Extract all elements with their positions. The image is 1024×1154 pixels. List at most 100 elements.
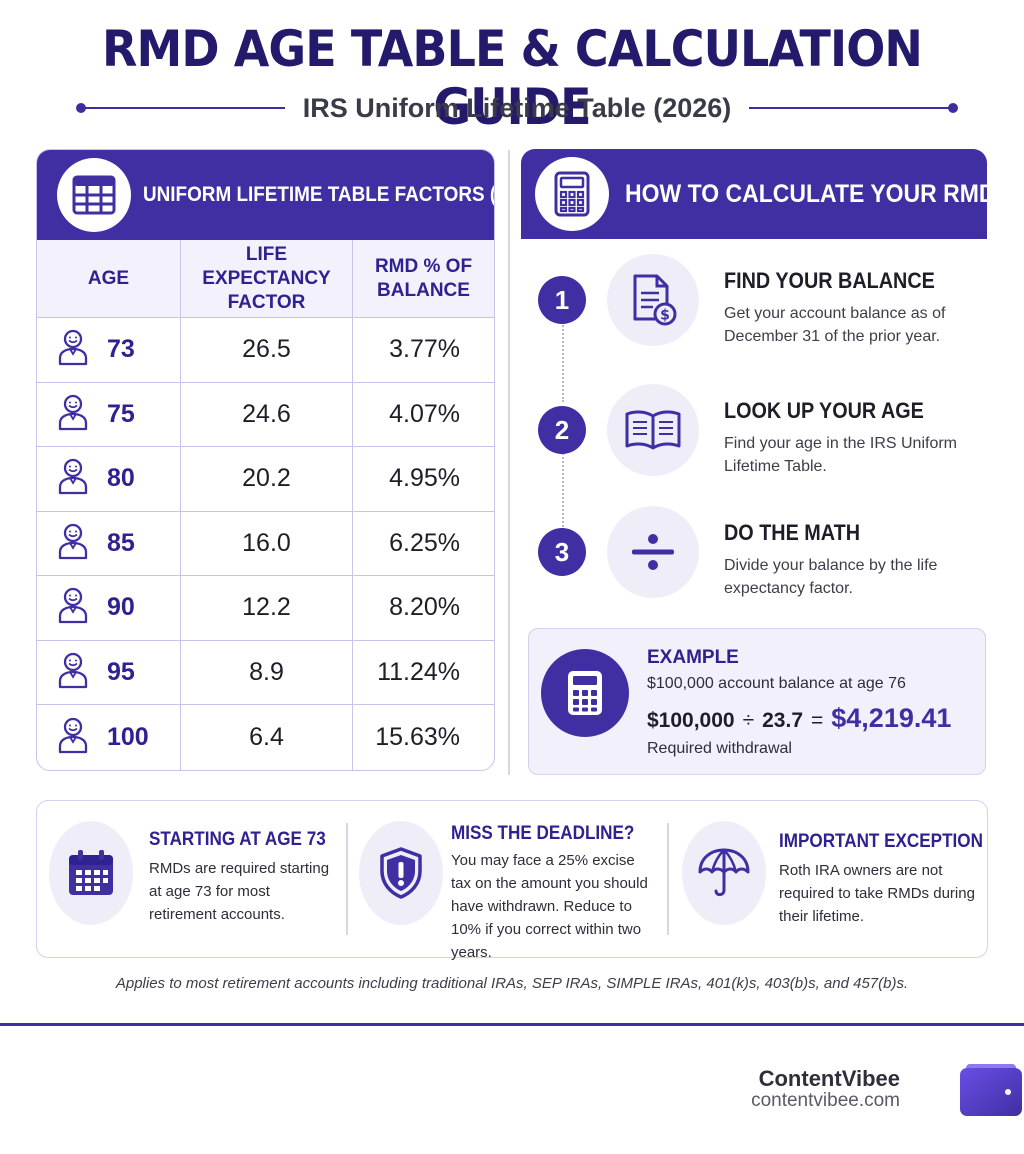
example-factor: 23.7 [762,709,803,732]
info-separator [346,823,348,935]
example-equals-op: = [811,709,824,732]
example-divide-op: ÷ [742,709,755,732]
table-row: 90 12.2 8.20% [37,576,494,641]
factor-cell: 24.6 [181,382,353,446]
step-3: 3 DO THE MATH Divide your balance by the… [538,506,978,606]
age-cell: 80 [37,447,181,511]
svg-text:$: $ [660,308,670,324]
step-description: Divide your balance by the life expectan… [724,557,938,597]
example-box: EXAMPLE $100,000 account balance at age … [528,628,986,775]
info-deadline: MISS THE DEADLINE? You may face a 25% ex… [347,801,667,961]
lifetime-table-card: UNIFORM LIFETIME TABLE FACTORS (2026) AG… [36,149,495,771]
person-icon [57,522,89,565]
pct-cell: 4.95% [389,464,460,493]
subtitle-rule-left [76,103,285,113]
table-header: UNIFORM LIFETIME TABLE FACTORS (2026) [37,150,494,240]
table-row: 100 6.4 15.63% [37,705,494,770]
info-description: You may face a 25% excise tax on the amo… [451,852,648,961]
age-cell: 73 [37,318,181,382]
column-divider [508,150,510,775]
calendar-icon [49,821,133,925]
brand-url[interactable]: contentvibee.com [751,1090,900,1111]
step-title: LOOK UP YOUR AGE [724,398,924,423]
example-balance: $100,000 [647,709,735,732]
info-title: MISS THE DEADLINE? [451,823,635,844]
age-cell: 90 [37,576,181,640]
open-book-icon [607,384,699,476]
table-column-headers: AGE LIFE EXPECTANCY FACTOR RMD % OF BALANC… [37,240,494,318]
table-row: 73 26.5 3.77% [37,318,494,383]
info-title: IMPORTANT EXCEPTION [779,831,983,852]
pct-cell: 8.20% [389,593,460,622]
info-description: Roth IRA owners are not required to take… [779,862,975,925]
factor-cell: 20.2 [181,447,353,511]
step-description: Find your age in the IRS Uniform Lifetim… [724,435,957,475]
document-dollar-icon: $ [607,254,699,346]
age-value: 90 [107,593,135,622]
step-2: 2 LOOK UP YOUR AGE Find your age in the … [538,384,978,484]
table-body: 73 26.5 3.77% 75 24.6 4.07% 80 20.2 4.95% 85 16.0 6… [37,318,494,770]
step-number: 3 [538,528,586,576]
pct-cell: 11.24% [377,657,460,686]
col-header-pct: RMD % OF BALANCE [374,255,473,301]
age-cell: 100 [37,705,181,770]
subtitle-row: IRS Uniform Lifetime Table (2026) [76,88,958,128]
pct-cell: 4.07% [389,399,460,428]
info-description: RMDs are required starting at age 73 for… [149,860,330,923]
step-1: 1 $ FIND YOUR BALANCE Get your account b… [538,254,978,354]
info-title: STARTING AT AGE 73 [149,829,326,850]
col-header-age: AGE [37,240,181,317]
umbrella-icon [682,821,766,925]
info-strip: STARTING AT AGE 73 RMDs are required sta… [36,800,988,961]
info-exception: IMPORTANT EXCEPTION Roth IRA owners are … [668,801,988,957]
warning-shield-icon [359,821,443,925]
age-cell: 95 [37,640,181,704]
age-cell: 85 [37,511,181,575]
factor-cell: 8.9 [181,640,353,704]
example-label: EXAMPLE [647,647,739,668]
col-header-factor: LIFE EXPECTANCY FACTOR [181,240,353,317]
table-row: 75 24.6 4.07% [37,382,494,447]
person-icon [57,651,89,694]
example-text: $100,000 account balance at age 76 [647,675,906,692]
pct-cell: 3.77% [389,335,460,364]
info-separator [667,823,669,935]
step-number: 1 [538,276,586,324]
person-icon [57,328,89,371]
factor-cell: 16.0 [181,511,353,575]
footer-rule [0,1023,1024,1026]
age-cell: 75 [37,382,181,446]
table-row: 80 20.2 4.95% [37,447,494,512]
person-icon [57,586,89,629]
page-title: RMD AGE TABLE & CALCULATION GUIDE [102,20,923,136]
info-starting-age: STARTING AT AGE 73 RMDs are required sta… [37,801,347,957]
calc-header: HOW TO CALCULATE YOUR RMD [521,149,996,239]
person-icon [57,457,89,500]
step-title: DO THE MATH [724,520,861,545]
footnote: Applies to most retirement accounts incl… [115,975,909,992]
step-title: FIND YOUR BALANCE [724,268,935,293]
example-formula: $100,000 ÷ 23.7 = $4,219.41 [647,703,951,734]
pct-cell: 15.63% [375,722,460,751]
table-icon [57,158,131,232]
pct-cell: 6.25% [389,528,460,557]
table-row: 95 8.9 11.24% [37,640,494,705]
person-icon [57,716,89,759]
age-value: 73 [107,335,135,364]
step-connector [562,322,564,402]
calc-title: HOW TO CALCULATE YOUR RMD [625,179,996,208]
factor-cell: 12.2 [181,576,353,640]
step-number: 2 [538,406,586,454]
factor-cell: 6.4 [181,705,353,770]
divide-icon [607,506,699,598]
page-subtitle: IRS Uniform Lifetime Table (2026) [302,92,732,123]
person-icon [57,393,89,436]
brand-name: ContentVibee [758,1066,900,1091]
wallet-logo-icon [960,1062,1022,1116]
factor-cell: 26.5 [181,318,353,382]
age-value: 100 [107,722,149,751]
age-value: 95 [107,657,135,686]
subtitle-rule-right [749,103,958,113]
step-connector [562,450,564,530]
age-value: 85 [107,528,135,557]
